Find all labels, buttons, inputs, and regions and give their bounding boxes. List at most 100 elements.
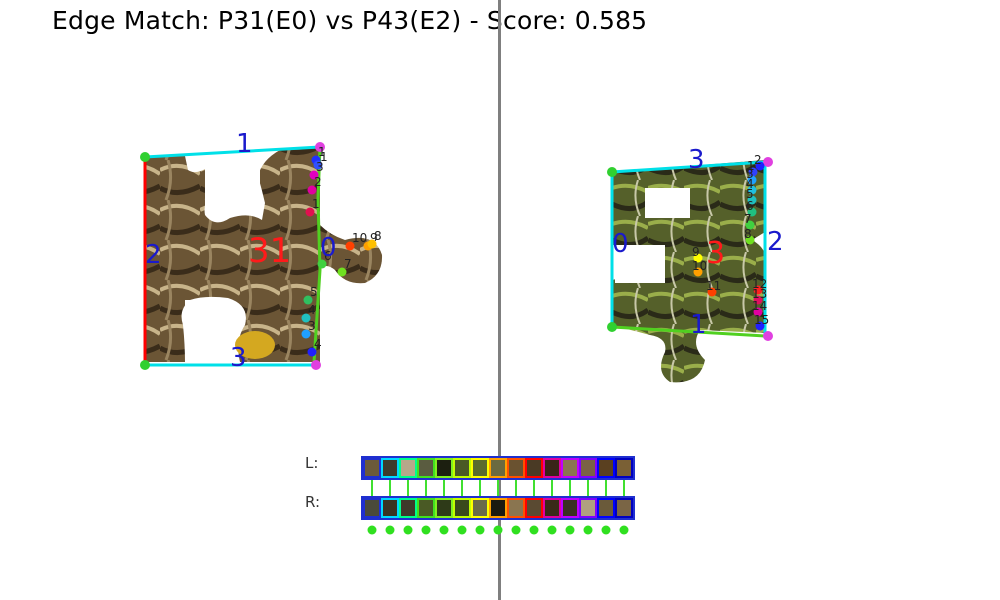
left-sample-point-label: 1: [312, 197, 320, 211]
left-sample-point-label: 9: [370, 231, 378, 245]
left-strip-cell: [579, 458, 597, 478]
left-strip-cell: [525, 458, 543, 478]
right-sample-point-label: 5: [746, 187, 754, 201]
left-strip-cell: [561, 458, 579, 478]
left-sample-point: [305, 207, 315, 217]
right-sample-point-label: 4: [746, 177, 754, 191]
left-piece-id: 31: [248, 231, 291, 271]
right-sample-point: [707, 287, 717, 297]
right-piece-id: 3: [706, 236, 725, 271]
left-sample-point-label: 8: [374, 229, 382, 243]
left-sample-point-label: 3: [308, 319, 316, 333]
right-sample-point: [747, 195, 757, 205]
left-sample-point: [313, 160, 323, 170]
left-sample-point: [309, 170, 319, 180]
right-strip-cell: [597, 498, 615, 518]
left-strip-cell: [471, 458, 489, 478]
left-strip-cell: [543, 458, 561, 478]
left-strip-label: L:: [305, 454, 319, 472]
left-strip-cell: [381, 458, 399, 478]
strip-match-dot: [601, 525, 611, 535]
strip-match-dot: [439, 525, 449, 535]
left-sample-point: [301, 313, 311, 323]
right-strip-cell: [363, 498, 381, 518]
right-strip-cell: [615, 498, 633, 518]
left-sample-point: [337, 267, 347, 277]
right-sample-point-label: 12: [752, 277, 767, 291]
left-strip-cell: [399, 458, 417, 478]
left-strip-cell: [417, 458, 435, 478]
strip-match-dot: [511, 525, 521, 535]
right-sample-point: [755, 321, 765, 331]
right-edge-label-2: 2: [767, 227, 784, 257]
strip-match-dot: [421, 525, 431, 535]
right-sample-point: [745, 220, 755, 230]
left-strip-cell: [615, 458, 633, 478]
left-edge-0: [312, 146, 322, 363]
right-sample-point: [747, 175, 757, 185]
right-edge-label-1: 1: [690, 310, 707, 340]
right-sample-point-label: 8: [744, 227, 752, 241]
strip-match-dot: [565, 525, 575, 535]
left-sample-point-label: 10: [352, 231, 367, 245]
right-sample-point-label: 6: [746, 199, 754, 213]
strip-match-dot: [457, 525, 467, 535]
right-strip-cell: [435, 498, 453, 518]
strip-match-dot: [529, 525, 539, 535]
right-strip-cell: [417, 498, 435, 518]
right-edge-label-3: 3: [688, 145, 705, 175]
right-sample-point: [693, 253, 703, 263]
left-sample-point-label: 1: [320, 150, 328, 164]
left-sample-point-label: 3: [316, 160, 324, 174]
right-sample-point: [755, 161, 765, 171]
right-sample-point-label: 2: [754, 153, 762, 167]
strip-match-dot: [619, 525, 629, 535]
right-strip-cell: [579, 498, 597, 518]
strip-match-dot: [493, 525, 503, 535]
right-strip-cell: [561, 498, 579, 518]
strip-match-dot: [385, 525, 395, 535]
right-sample-point: [753, 307, 763, 317]
right-strip-cell: [381, 498, 399, 518]
left-sample-point: [317, 259, 327, 269]
right-sample-point-label: 13: [752, 287, 767, 301]
left-sample-point: [301, 329, 311, 339]
left-sample-point: [303, 295, 313, 305]
right-strip-cell: [507, 498, 525, 518]
left-edge-1: [144, 145, 321, 159]
right-sample-point: [747, 207, 757, 217]
strip-match-dot: [547, 525, 557, 535]
left-edge-label-2: 2: [145, 240, 162, 270]
right-sample-point: [748, 167, 758, 177]
left-strip-cell: [507, 458, 525, 478]
right-sample-point: [753, 295, 763, 305]
right-sample-point-label: 1: [747, 159, 755, 173]
left-strip-cell: [363, 458, 381, 478]
right-strip-cell: [399, 498, 417, 518]
left-strip-cell: [489, 458, 507, 478]
strip-match-dot: [367, 525, 377, 535]
left-strip-cell: [597, 458, 615, 478]
left-yellow-spot: [235, 331, 275, 359]
left-sample-point-label: 4: [314, 337, 322, 351]
right-sample-point: [753, 285, 763, 295]
center-divider: [498, 0, 501, 600]
strip-match-dot: [475, 525, 485, 535]
left-sample-point-label: 4: [308, 303, 316, 317]
left-edge-label-0: 0: [320, 233, 337, 263]
right-edge-3: [611, 160, 766, 174]
left-sample-point: [307, 347, 317, 357]
right-strip-cell: [489, 498, 507, 518]
right-sample-point-label: 10: [692, 259, 707, 273]
left-strip-cell: [435, 458, 453, 478]
right-strip-cell: [453, 498, 471, 518]
left-sample-point: [345, 241, 355, 251]
left-sample-point: [307, 185, 317, 195]
right-sample-point-label: 14: [752, 299, 767, 313]
left-sample-point-label: 5: [310, 285, 318, 299]
right-sample-point: [745, 235, 755, 245]
left-piece-image: [145, 148, 383, 362]
